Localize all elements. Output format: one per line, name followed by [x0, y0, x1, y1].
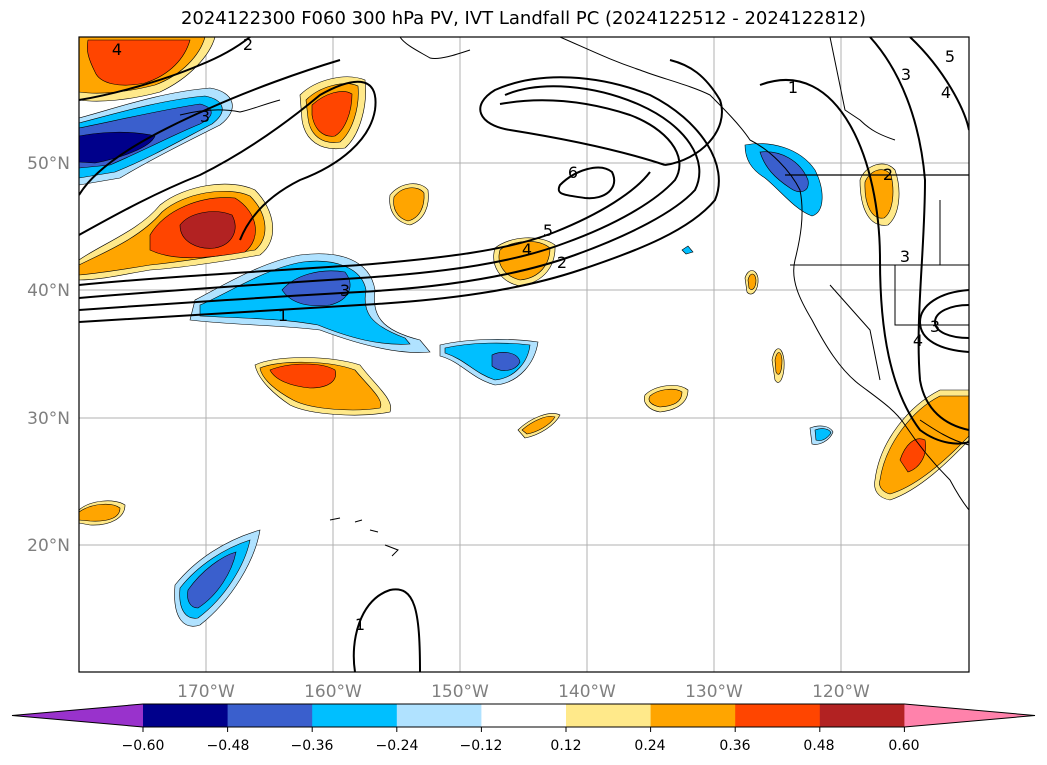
- svg-text:3: 3: [340, 281, 350, 300]
- svg-text:2: 2: [243, 35, 253, 54]
- colorbar-segment: [819, 704, 905, 727]
- pv-contours: [79, 37, 969, 672]
- svg-text:0.24: 0.24: [634, 738, 665, 754]
- svg-text:3: 3: [900, 247, 910, 266]
- svg-text:4: 4: [941, 83, 951, 102]
- colorbar-extend-low: [12, 704, 143, 727]
- colorbar-segment: [396, 704, 482, 727]
- svg-text:6: 6: [568, 163, 578, 182]
- svg-text:−0.48: −0.48: [207, 738, 250, 754]
- svg-text:2: 2: [557, 253, 567, 272]
- colorbar-segment: [481, 704, 567, 727]
- svg-text:1: 1: [788, 78, 798, 97]
- svg-text:30°N: 30°N: [27, 409, 70, 429]
- svg-text:−0.12: −0.12: [460, 738, 503, 754]
- svg-text:5: 5: [543, 221, 553, 240]
- svg-text:20°N: 20°N: [27, 536, 70, 556]
- longitude-labels: 170°W 160°W 150°W 140°W 130°W 120°W: [177, 682, 870, 702]
- colorbar-segment: [227, 704, 313, 727]
- colorbar: [11, 703, 1036, 732]
- svg-text:150°W: 150°W: [431, 682, 489, 702]
- svg-text:1: 1: [355, 615, 365, 634]
- map-frame: [78, 36, 970, 673]
- latitude-labels: 50°N 40°N 30°N 20°N: [27, 154, 70, 556]
- svg-text:50°N: 50°N: [27, 154, 70, 174]
- colorbar-segment: [735, 704, 821, 727]
- colorbar-segment: [143, 704, 229, 727]
- svg-text:−0.60: −0.60: [122, 738, 165, 754]
- svg-text:0.48: 0.48: [803, 738, 834, 754]
- svg-text:130°W: 130°W: [685, 682, 743, 702]
- positive-ivt-regions: [79, 37, 969, 526]
- colorbar-segment: [312, 704, 398, 727]
- svg-text:3: 3: [200, 107, 210, 126]
- svg-text:−0.36: −0.36: [291, 738, 334, 754]
- svg-text:40°N: 40°N: [27, 281, 70, 301]
- negative-ivt-regions: [79, 87, 834, 627]
- colorbar-extend-high: [904, 704, 1035, 727]
- svg-text:0.60: 0.60: [888, 738, 919, 754]
- svg-text:3: 3: [930, 317, 940, 336]
- map-title: 2024122300 F060 300 hPa PV, IVT Landfall…: [180, 8, 867, 29]
- svg-text:160°W: 160°W: [304, 682, 362, 702]
- svg-text:170°W: 170°W: [177, 682, 235, 702]
- colorbar-segment: [650, 704, 736, 727]
- svg-text:120°W: 120°W: [812, 682, 870, 702]
- svg-text:140°W: 140°W: [558, 682, 616, 702]
- svg-text:4: 4: [522, 240, 532, 259]
- svg-text:1: 1: [278, 306, 288, 325]
- svg-text:2: 2: [883, 165, 893, 184]
- svg-text:4: 4: [112, 40, 122, 59]
- contour-labels: 6 5 4 3 2 1 4 3 2 1 3 4 3 5 3 2 1 4: [112, 35, 955, 634]
- colorbar-segment: [566, 704, 652, 727]
- svg-text:0.12: 0.12: [550, 738, 581, 754]
- colorbar-ticks: −0.60 −0.48 −0.36 −0.24 −0.12 0.12 0.24 …: [122, 738, 920, 754]
- svg-text:4: 4: [913, 331, 923, 350]
- svg-text:5: 5: [945, 47, 955, 66]
- svg-text:−0.24: −0.24: [376, 738, 419, 754]
- svg-text:0.36: 0.36: [719, 738, 750, 754]
- svg-text:3: 3: [901, 65, 911, 84]
